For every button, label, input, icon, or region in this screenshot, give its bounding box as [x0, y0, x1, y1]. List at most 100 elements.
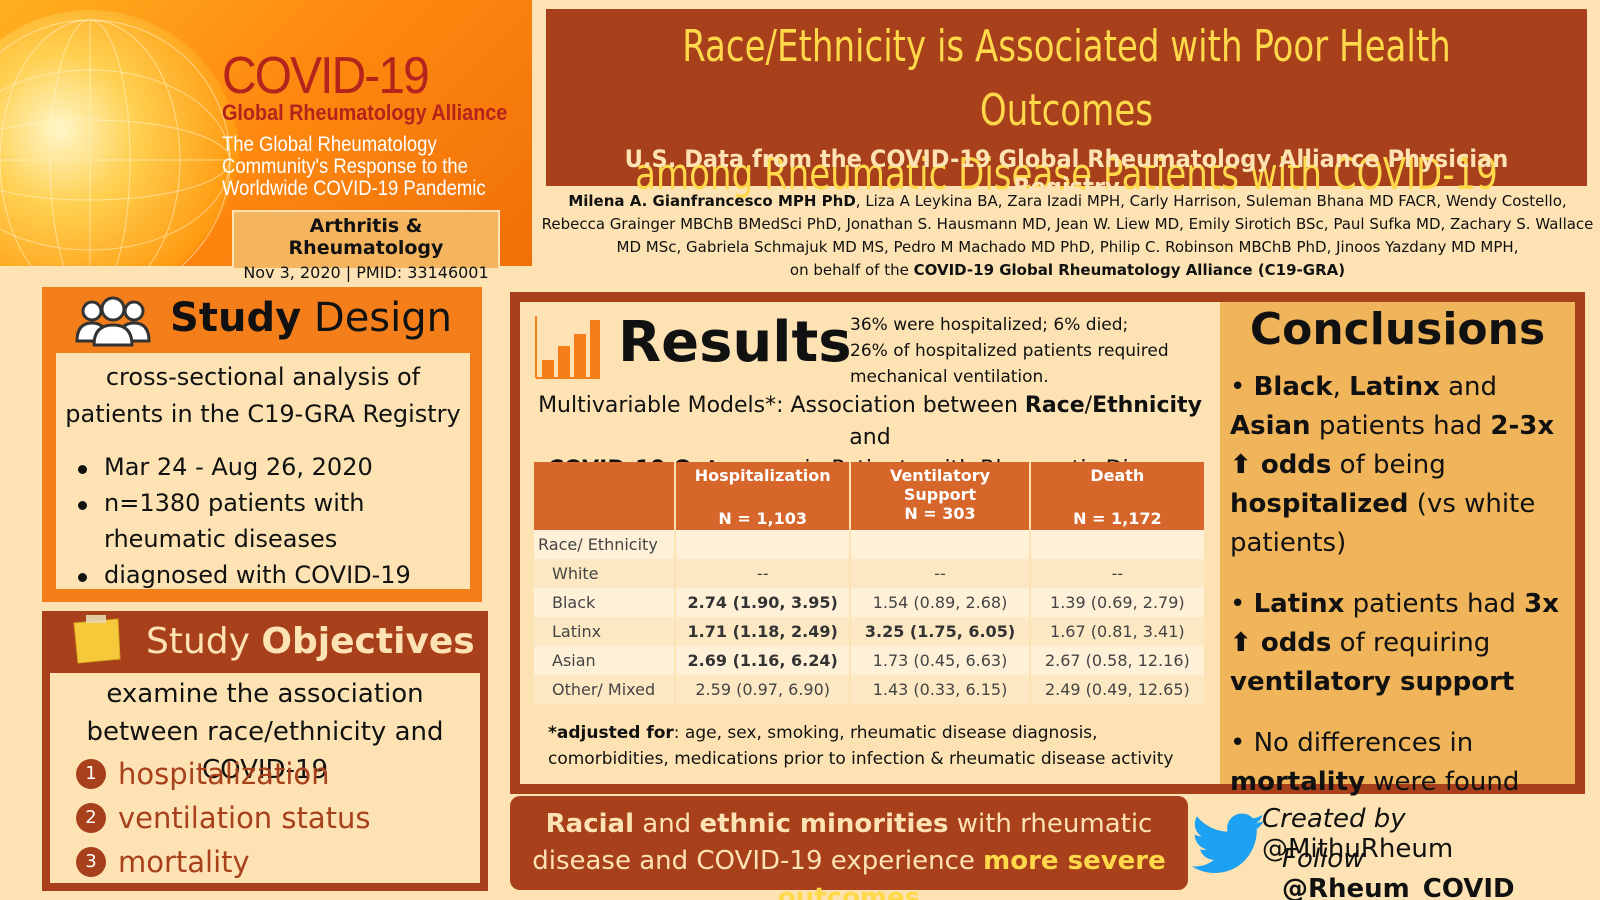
note-icon: [73, 615, 121, 664]
c1-j: (vs white patients): [1230, 489, 1536, 558]
table-cell: --: [675, 559, 852, 588]
created-by-label: Created by: [1262, 804, 1406, 834]
c2-a: Latinx: [1253, 589, 1345, 619]
table-cell: --: [1029, 559, 1207, 588]
table-row: Race/ Ethnicity: [534, 530, 1207, 559]
takeaway-e: more severe outcomes: [777, 846, 1166, 900]
takeaway-c: ethnic minorities: [699, 809, 949, 839]
mv-and: and: [849, 425, 891, 450]
header-label: Hospitalization: [694, 466, 831, 485]
table-cell: [850, 530, 1031, 559]
logo-title: COVID-19: [222, 47, 430, 105]
table-row: Asian 2.69 (1.16, 6.24) 1.73 (0.45, 6.63) 2…: [534, 646, 1207, 675]
number-badge: 1: [76, 759, 106, 789]
table-header: Ventilatory Support N = 303: [850, 462, 1031, 530]
mv-race: Race: [1024, 393, 1085, 418]
heading-rest: Design: [301, 295, 452, 341]
results-title: Results: [618, 310, 852, 375]
table-cell: 1.67 (0.81, 3.41): [1029, 617, 1207, 646]
mv-ethnicity: Ethnicity: [1092, 393, 1202, 418]
header-label: Death: [1090, 466, 1145, 485]
table-row: Latinx 1.71 (1.18, 2.49) 3.25 (1.75, 6.05)…: [534, 617, 1207, 646]
c1-e: Asian: [1230, 411, 1311, 441]
c2-d: of requiring: [1331, 628, 1491, 658]
table-cell: 1.73 (0.45, 6.63): [850, 646, 1031, 675]
takeaway-d: with rheumatic disease and COVID-19 expe…: [532, 809, 1153, 876]
objective-label: hospitalization: [118, 757, 330, 791]
behalf-org: COVID-19 Global Rheumatology Alliance (C…: [913, 261, 1346, 279]
c2-b: patients had: [1344, 589, 1525, 619]
mv-slash: /: [1084, 393, 1093, 418]
c1-b: ,: [1332, 372, 1350, 402]
table-cell: 1.39 (0.69, 2.79): [1029, 588, 1207, 617]
adjusted-text: : age, sex, smoking, rheumatic disease d…: [548, 723, 1174, 769]
row-label: Other/ Mixed: [534, 675, 677, 704]
c3-b: mortality: [1230, 767, 1365, 797]
follow-handle[interactable]: @Rheum_COVID: [1282, 874, 1515, 900]
study-design-description: cross-sectional analysis of patients in …: [65, 363, 461, 428]
c3-a: No differences in: [1253, 728, 1474, 758]
page-title: Race/Ethnicity is Associated with Poor H…: [619, 15, 1514, 207]
creator-handle[interactable]: @MithuRheum: [1262, 834, 1454, 864]
logo-description: The Global Rheumatology Community's Resp…: [222, 133, 486, 200]
row-label: Black: [534, 588, 677, 617]
author-list: Milena A. Gianfrancesco MPH PhD, Liza A …: [540, 190, 1595, 282]
c1-g: 2-3x ⬆ odds: [1230, 411, 1555, 480]
c3-c: were found: [1364, 767, 1520, 797]
objective-item: 1 hospitalization: [76, 757, 330, 791]
table-cell: 2.49 (0.49, 12.65): [1029, 675, 1207, 704]
conclusions-panel: Conclusions • Black, Latinx and Asian pa…: [1220, 302, 1575, 797]
c1-d: and: [1439, 372, 1498, 402]
row-label: Asian: [534, 646, 677, 675]
journal-badge: Arthritis & Rheumatology Nov 3, 2020 | P…: [232, 210, 500, 282]
mv-prefix: Multivariable Models*: Association betwe…: [538, 393, 1025, 418]
table-cell: 1.54 (0.89, 2.68): [850, 588, 1031, 617]
study-design-body: cross-sectional analysis of patients in …: [56, 353, 470, 589]
study-objectives-heading: Study Objectives: [42, 615, 488, 675]
conclusion-item: • Latinx patients had 3x ⬆ odds of requi…: [1230, 589, 1559, 697]
objective-item: 3 mortality: [76, 845, 250, 879]
table-cell: 2.74 (1.90, 3.95): [675, 588, 852, 617]
row-label: Latinx: [534, 617, 677, 646]
table-cell: 1.43 (0.33, 6.15): [850, 675, 1031, 704]
table-header: Hospitalization N = 1,103: [675, 462, 852, 530]
c1-h: of being: [1331, 450, 1446, 480]
objective-item: 2 ventilation status: [76, 801, 371, 835]
table-row: Black 2.74 (1.90, 3.95) 1.54 (0.89, 2.68) 1…: [534, 588, 1207, 617]
table-header: Death N = 1,172: [1029, 462, 1207, 530]
study-design-heading: Study Design: [42, 287, 482, 353]
conclusions-title: Conclusions: [1249, 304, 1546, 355]
behalf-prefix: on behalf of the: [789, 261, 914, 279]
header-n: N = 303: [904, 504, 976, 523]
conclusions-text: • Black, Latinx and Asian patients had 2…: [1230, 368, 1575, 824]
journal-name: Arthritis & Rheumatology: [288, 215, 444, 259]
objective-label: mortality: [118, 845, 250, 879]
conclusion-item: • Black, Latinx and Asian patients had 2…: [1230, 372, 1555, 558]
list-item: Mar 24 - Aug 26, 2020: [74, 449, 454, 485]
lead-author: Milena A. Gianfrancesco MPH PhD: [568, 192, 856, 210]
objective-label: ventilation status: [118, 801, 371, 835]
journal-date: Nov 3, 2020 | PMID: 33146001: [243, 263, 489, 282]
c2-e: ventilatory support: [1230, 667, 1515, 697]
table-row: White -- -- --: [534, 559, 1207, 588]
odds-ratio-table: Hospitalization N = 1,103 Ventilatory Sup…: [534, 462, 1207, 704]
follow-credit: Follow @Rheum_COVID: [1282, 844, 1600, 900]
c1-a: Black: [1253, 372, 1333, 402]
title-banner: Race/Ethnicity is Associated with Poor H…: [546, 9, 1587, 201]
creator-credit: Created by @MithuRheum: [1262, 804, 1600, 864]
results-summary: 36% were hospitalized; 6% died; 26% of h…: [850, 315, 1169, 387]
heading-bold: Study: [170, 295, 302, 341]
list-item: n=1380 patients with rheumatic diseases: [74, 485, 454, 557]
takeaway-banner: Racial and ethnic minorities with rheuma…: [510, 796, 1188, 900]
bar-chart-icon: [535, 316, 600, 379]
table-cell: 3.25 (1.75, 6.05): [850, 617, 1031, 646]
conclusion-item: • No differences in mortality were found: [1230, 728, 1520, 797]
page-subtitle: U.S. Data from the COVID-19 Global Rheum…: [624, 145, 1509, 201]
number-badge: 2: [76, 803, 106, 833]
study-objectives-description: examine the association between race/eth…: [86, 679, 444, 785]
number-badge: 3: [76, 847, 106, 877]
list-item: diagnosed with COVID-19: [74, 557, 454, 593]
row-label: White: [534, 559, 677, 588]
c2-c: 3x ⬆ odds: [1230, 589, 1559, 658]
twitter-icon[interactable]: [1192, 812, 1266, 876]
